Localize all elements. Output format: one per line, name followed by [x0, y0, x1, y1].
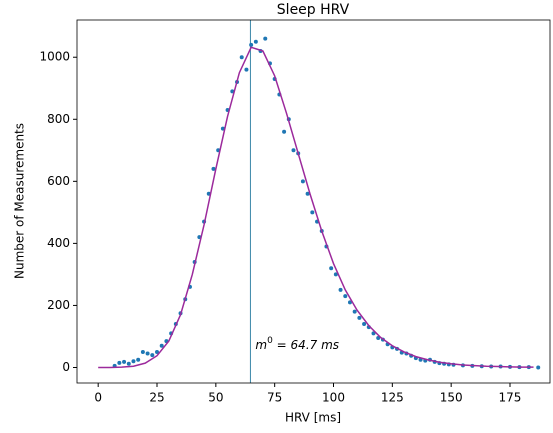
x-axis-label: HRV [ms]: [285, 411, 341, 425]
data-point: [338, 287, 343, 292]
data-point: [145, 351, 150, 356]
data-point: [357, 315, 362, 320]
data-point: [352, 309, 357, 314]
annotation: m0 = 64.7 ms: [255, 336, 339, 352]
data-point: [282, 129, 287, 134]
data-point: [347, 300, 352, 305]
data-point: [140, 349, 145, 354]
data-point: [253, 39, 258, 44]
data-point: [122, 359, 127, 364]
chart-title: Sleep HRV: [277, 2, 350, 18]
data-point: [343, 294, 348, 299]
data-point: [239, 55, 244, 60]
data-point: [155, 349, 160, 354]
x-tick-label: 150: [440, 391, 463, 405]
x-tick-label: 100: [322, 391, 345, 405]
y-tick-label: 200: [47, 298, 70, 312]
data-point: [305, 191, 310, 196]
data-point: [136, 357, 141, 362]
data-point: [291, 148, 296, 153]
data-point: [249, 42, 254, 47]
data-point: [300, 179, 305, 184]
annotation-base: m: [255, 338, 267, 352]
x-tick-label: 50: [208, 391, 223, 405]
x-tick-label: 0: [94, 391, 102, 405]
plot-frame: [76, 19, 551, 384]
data-point: [536, 365, 541, 370]
x-tick-label: 125: [381, 391, 404, 405]
data-point: [329, 266, 334, 271]
data-point: [159, 343, 164, 348]
annotation-sup: 0: [267, 336, 273, 346]
data-point: [150, 353, 155, 358]
data-point: [263, 36, 268, 41]
y-tick-label: 0: [62, 360, 70, 374]
x-tick-label: 25: [149, 391, 164, 405]
x-tick-label: 175: [499, 391, 522, 405]
data-point: [310, 210, 315, 215]
data-point: [333, 272, 338, 277]
y-tick-label: 800: [47, 112, 70, 126]
data-point: [211, 166, 216, 171]
y-tick-label: 400: [47, 236, 70, 250]
data-point: [244, 67, 249, 72]
y-tick-label: 1000: [39, 50, 70, 64]
y-tick-label: 600: [47, 174, 70, 188]
fit-line: [98, 46, 534, 369]
y-axis-label: Number of Measurements: [13, 123, 27, 279]
data-point: [131, 359, 136, 364]
x-tick-label: 75: [267, 391, 282, 405]
data-point: [126, 361, 131, 366]
data-point: [362, 322, 367, 327]
data-point: [117, 360, 122, 365]
annotation-rest: = 64.7 ms: [273, 338, 339, 352]
